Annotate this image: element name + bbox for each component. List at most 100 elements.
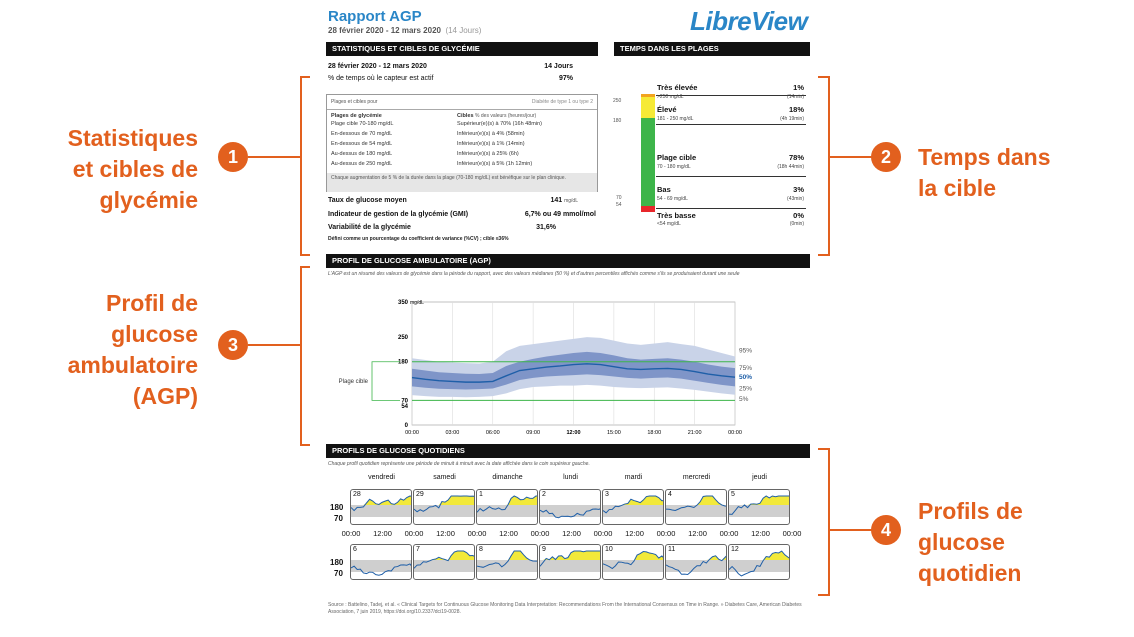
day-date: 4 [668,491,672,498]
weekday-label: samedi [433,474,456,481]
callout-line: (AGP) [132,383,198,409]
day-date: 1 [479,491,483,498]
agp-y-tick: 54 [401,404,408,410]
daily-y-tick: 70 [334,514,343,523]
day-glucose-trace [603,551,663,570]
tir-sub: <54 mg/dL [657,221,681,227]
day-profile-box: 12 [728,544,790,580]
day-trace-line [351,495,411,512]
day-high-area [540,551,600,560]
targets-table: Plage cible 70-180 mg/dL Supérieur(e)(s) … [331,121,593,171]
mean-glucose-row: Taux de glucose moyen 141 mg/dL [328,197,578,204]
callout-bracket [300,266,302,446]
day-trace-line [729,550,789,577]
day-glucose-trace [729,495,789,515]
day-high-area [666,555,726,560]
source-note: Source : Battelino, Tadej, et al. « Clin… [328,602,802,615]
tir-label-target: Plage cible [657,153,697,162]
day-profile-box: 11 [665,544,727,580]
agp-y-tick: 250 [398,335,409,341]
agp-x-tick: 18:00 [647,430,661,436]
daily-y-tick: 70 [334,569,343,578]
day-high-area [477,551,537,560]
tir-segment [641,94,655,97]
tir-minutes: (0min) [789,221,804,227]
day-high-area [666,496,726,505]
agp-x-tick: 06:00 [486,430,500,436]
agp-percentile-label: 25% [739,385,752,392]
col-targets-head: Cibles % des valeurs (heures/jour) [457,113,537,119]
day-trace-line [603,551,663,570]
tir-label-very-low: Très basse [657,211,696,220]
callout-line: Profils de [918,498,1023,524]
callout-line: ambulatoire [67,352,198,378]
stats-header: STATISTIQUES ET CIBLES DE GLYCÉMIE [326,42,598,56]
callout-bracket-tick [300,254,310,256]
daily-x-tick: 00:00 [593,529,613,538]
agp-x-tick: 03:00 [445,430,459,436]
day-date: 3 [605,491,609,498]
day-high-area [603,551,663,560]
callout-bracket-tick [818,594,830,596]
tir-value: 78% [788,153,804,162]
day-glucose-trace [414,550,474,569]
day-glucose-trace [540,550,600,567]
day-date: 29 [416,491,424,498]
tir-minutes: (43min) [787,196,804,202]
callout-agp: Profil de glucose ambulatoire (AGP) [20,288,198,412]
tir-minutes: (14min) [787,94,804,100]
tir-sub: 54 - 69 mg/dL [657,196,688,202]
callout-line: glucose [918,529,1005,555]
day-glucose-trace [351,563,411,576]
day-date: 2 [542,491,546,498]
daily-x-tick: 00:00 [782,529,802,538]
agp-percentile-label: 95% [739,347,752,354]
weekday-label: mercredi [682,474,711,481]
callout-connector [830,156,872,158]
tir-label-very-high: Très élevée [657,83,698,92]
day-trace-line [603,495,663,514]
day-target-band [414,560,474,572]
agp-x-tick: 00:00 [405,430,419,436]
day-trace-line [729,495,789,515]
callout-line: et cibles de [72,156,198,182]
col-ranges-head: Plages de glycémie [331,113,382,119]
report-dates: 28 février 2020 - 12 mars 2020 (14 Jours… [328,26,482,35]
agp-target-label: Plage cible [339,379,369,385]
callout-bracket-tick [300,444,310,446]
callout-bracket-tick [300,266,310,268]
tir-tick: 70 [616,195,622,201]
day-glucose-trace [729,550,789,577]
day-date: 12 [731,546,739,553]
tir-segment [641,97,655,118]
tir-sub: 181 - 250 mg/dL [657,116,694,122]
table-row: Au-dessus de 180 mg/dL Inférieur(e)(s) à … [331,151,519,157]
callout-stats: Statistiques et cibles de glycémie [38,123,198,216]
day-profile-box: 28 [350,489,412,525]
day-profile-box: 9 [539,544,601,580]
day-trace-line [414,495,474,513]
agp-y-tick: 0 [405,423,409,429]
agp-y-tick: 70 [401,398,408,404]
day-profile-box: 3 [602,489,664,525]
day-trace-line [540,550,600,567]
day-target-band [603,505,663,517]
callout-line: quotidien [918,560,1022,586]
day-target-band [603,560,663,572]
day-high-area [603,496,663,505]
callout-badge-1: 1 [218,142,248,172]
day-date: 7 [416,546,420,553]
day-profile-box: 6 [350,544,412,580]
tir-tick: 250 [613,98,622,104]
day-target-band [729,505,789,517]
callout-connector [248,156,302,158]
callout-line: glucose [111,321,198,347]
callout-bracket [828,448,830,596]
stats-date-row: 28 février 2020 - 12 mars 2020 14 Jours [328,63,573,70]
day-target-band [729,560,789,572]
tir-tick: 180 [613,118,622,124]
daily-x-tick: 00:00 [467,529,487,538]
day-glucose-trace [666,495,726,511]
day-profile-box: 5 [728,489,790,525]
callout-bracket-tick [818,254,830,256]
